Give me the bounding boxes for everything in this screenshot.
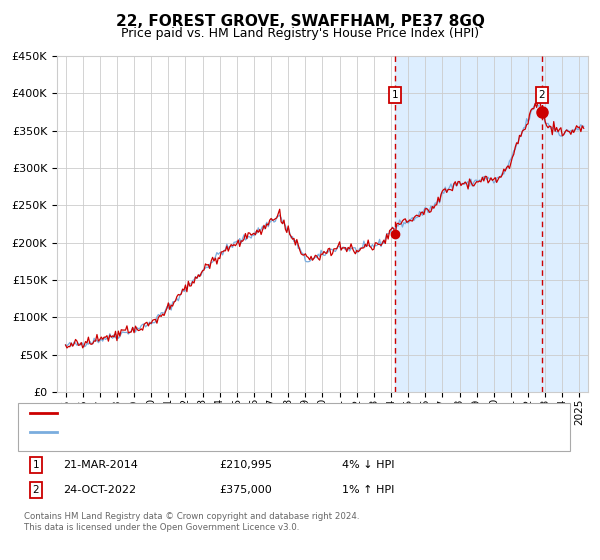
Text: £375,000: £375,000 — [219, 485, 272, 495]
Text: Contains HM Land Registry data © Crown copyright and database right 2024.
This d: Contains HM Land Registry data © Crown c… — [24, 512, 359, 532]
Text: 24-OCT-2022: 24-OCT-2022 — [63, 485, 136, 495]
Text: 4% ↓ HPI: 4% ↓ HPI — [342, 460, 395, 470]
Text: 22, FOREST GROVE, SWAFFHAM, PE37 8GQ: 22, FOREST GROVE, SWAFFHAM, PE37 8GQ — [116, 14, 484, 29]
Text: 1% ↑ HPI: 1% ↑ HPI — [342, 485, 394, 495]
Text: 1: 1 — [391, 90, 398, 100]
Text: 22, FOREST GROVE, SWAFFHAM, PE37 8GQ (detached house): 22, FOREST GROVE, SWAFFHAM, PE37 8GQ (de… — [63, 408, 383, 418]
Text: 2: 2 — [539, 90, 545, 100]
Bar — [395, 56, 600, 392]
Text: Price paid vs. HM Land Registry's House Price Index (HPI): Price paid vs. HM Land Registry's House … — [121, 27, 479, 40]
Text: 21-MAR-2014: 21-MAR-2014 — [63, 460, 138, 470]
Text: £210,995: £210,995 — [219, 460, 272, 470]
Text: HPI: Average price, detached house, Breckland: HPI: Average price, detached house, Brec… — [63, 427, 308, 437]
Text: 1: 1 — [32, 460, 40, 470]
Text: 2: 2 — [32, 485, 40, 495]
